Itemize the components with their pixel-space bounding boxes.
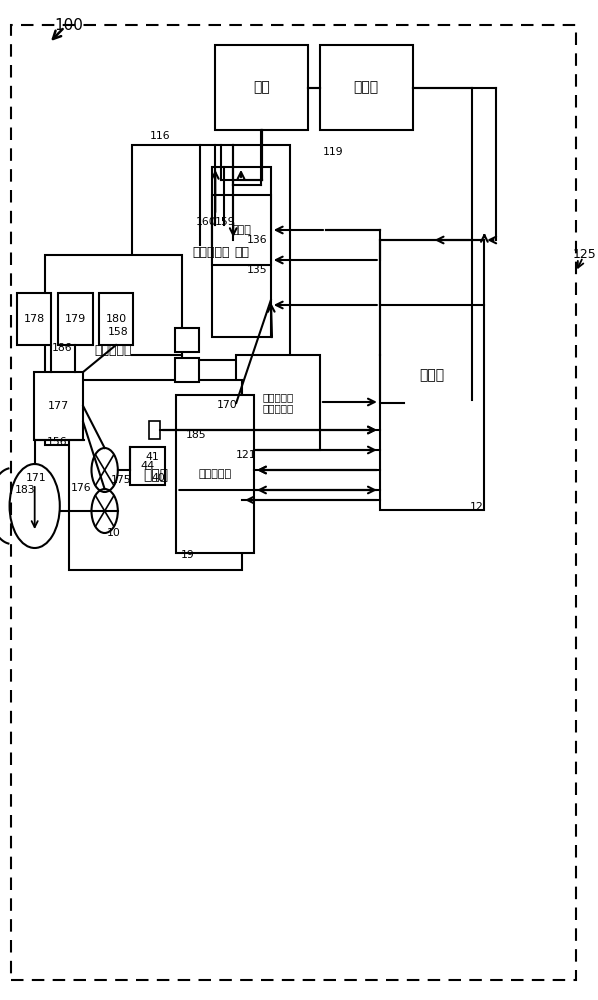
Text: 119: 119 — [324, 147, 344, 157]
Text: 40: 40 — [151, 473, 165, 483]
Text: 116: 116 — [150, 131, 170, 141]
Text: 离合器: 离合器 — [231, 225, 252, 235]
Bar — [175, 328, 199, 352]
Text: 180: 180 — [105, 314, 127, 324]
Text: 44: 44 — [141, 461, 155, 471]
Bar — [34, 372, 83, 440]
Text: 171: 171 — [26, 473, 46, 483]
Text: 液力变矩器: 液力变矩器 — [95, 344, 132, 357]
Bar — [45, 255, 182, 445]
Bar — [69, 380, 242, 570]
Bar — [176, 395, 254, 553]
Text: 170: 170 — [217, 400, 238, 410]
Text: 186: 186 — [52, 343, 72, 353]
Bar — [130, 447, 165, 485]
Text: 41: 41 — [146, 452, 160, 462]
Bar — [99, 293, 133, 345]
Text: 183: 183 — [15, 485, 35, 495]
Text: 车轮: 车轮 — [253, 81, 270, 95]
Text: 160: 160 — [196, 217, 217, 227]
Text: 自动变速器: 自动变速器 — [192, 246, 230, 259]
Text: 136: 136 — [246, 235, 267, 245]
Bar — [132, 145, 290, 360]
Bar — [175, 358, 199, 382]
Bar — [58, 293, 93, 345]
Bar — [149, 421, 160, 439]
Text: 185: 185 — [185, 430, 206, 440]
Bar — [380, 240, 484, 510]
Text: 121: 121 — [236, 450, 257, 460]
Text: 控制器: 控制器 — [419, 368, 445, 382]
Text: 178: 178 — [23, 314, 45, 324]
Bar — [212, 195, 271, 265]
Text: 档位: 档位 — [234, 245, 249, 258]
Bar — [320, 45, 413, 130]
Text: 135: 135 — [246, 265, 267, 275]
Text: 19: 19 — [181, 550, 195, 560]
Text: 156: 156 — [47, 437, 67, 447]
Text: 158: 158 — [108, 327, 129, 337]
Bar — [236, 355, 320, 450]
Text: 10: 10 — [106, 528, 120, 538]
Text: 发动机: 发动机 — [143, 468, 168, 482]
Text: 159: 159 — [215, 217, 236, 227]
Bar — [212, 167, 271, 337]
Bar — [215, 45, 308, 130]
Text: 177: 177 — [48, 401, 69, 411]
Text: 176: 176 — [71, 483, 91, 493]
Text: 制动器: 制动器 — [353, 81, 379, 95]
Text: 扭矩致动器: 扭矩致动器 — [199, 469, 232, 479]
Text: 125: 125 — [573, 248, 597, 261]
Text: 175: 175 — [111, 475, 131, 485]
Text: 12: 12 — [469, 502, 483, 512]
Text: 179: 179 — [65, 314, 86, 324]
Text: 液力变矩器
锁止离合器: 液力变矩器 锁止离合器 — [263, 392, 294, 413]
Bar — [17, 293, 51, 345]
Text: 100: 100 — [54, 17, 83, 32]
